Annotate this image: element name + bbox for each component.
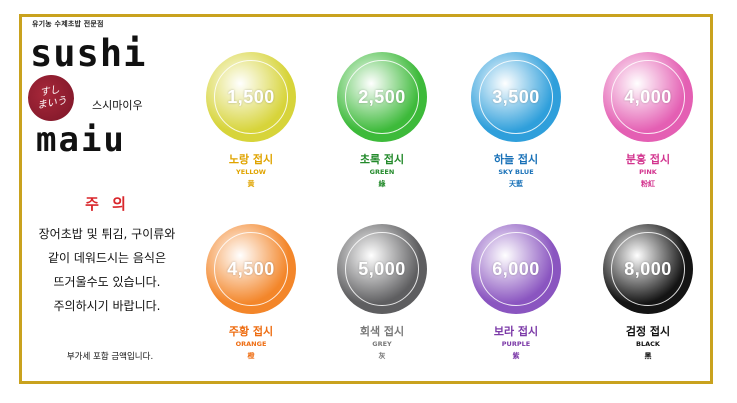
plate-label-cn: 天藍 [509,180,523,188]
caution-line: 같이 데워드시는 음식은 [47,251,167,265]
logo-maiu: maiu [36,120,126,160]
caution-title: 주 의 [85,195,130,213]
plate-label-ko: 분홍 접시 [625,153,671,166]
plate-label-ko: 초록 접시 [359,153,405,166]
caution-line: 뜨거울수도 있습니다. [53,275,161,289]
plate-label-en: PINK [639,168,657,176]
plate-label-en: ORANGE [235,340,267,348]
caution-line: 주의하시기 바랍니다. [53,299,161,313]
plate-ring: 3,500 [479,60,553,134]
plate-price: 2,500 [358,86,406,107]
plate-price: 1,500 [227,86,275,107]
plate-label-en: BLACK [636,340,660,348]
plate-label-cn: 綠 [378,180,386,188]
plate-label-en: GREY [372,340,392,348]
menu-frame [19,14,713,384]
plate-label-ko: 주황 접시 [228,325,274,338]
plate-price: 6,000 [492,258,540,279]
plate-circle-purple: 6,000 [471,224,561,314]
plate-circle-yellow: 1,500 [206,52,296,142]
plate-label-ko: 검정 접시 [625,325,671,338]
brand-tagline: 유기농 수제초밥 전문점 [32,20,104,28]
plate-label-en: PURPLE [501,340,531,348]
plate-circle-pink: 4,000 [603,52,693,142]
caution-body: 장어초밥 및 튀김, 구이류와 같이 데워드시는 음식은 뜨거울수도 있습니다.… [22,222,192,318]
logo-kana: 스시마이우 [92,99,143,112]
plate-ring: 1,500 [214,60,288,134]
plate-label-cn: 粉紅 [641,180,655,188]
caution-line: 장어초밥 및 튀김, 구이류와 [38,227,176,241]
plate-circle-grey: 5,000 [337,224,427,314]
plate-label-cn: 灰 [378,352,386,360]
plate-label-ko: 회색 접시 [359,325,405,338]
logo-sushi: sushi [30,32,147,75]
plate-price: 5,000 [358,258,406,279]
plate-label-ko: 보라 접시 [493,325,539,338]
plate-circle-sky-blue: 3,500 [471,52,561,142]
plate-label-en: SKY BLUE [498,168,534,176]
plate-label-cn: 橙 [247,352,255,360]
plate-ring: 8,000 [611,232,685,306]
plate-circle-green: 2,500 [337,52,427,142]
plate-label-en: GREEN [369,168,395,176]
plate-price: 8,000 [624,258,672,279]
plate-label-en: YELLOW [236,168,266,176]
plate-label-cn: 黄 [247,180,255,188]
plate-price: 3,500 [492,86,540,107]
plate-label-ko: 하늘 접시 [493,153,539,166]
plate-label-cn: 紫 [512,352,520,360]
plate-ring: 4,500 [214,232,288,306]
plate-circle-orange: 4,500 [206,224,296,314]
plate-ring: 6,000 [479,232,553,306]
plate-label-cn: 黑 [644,352,652,360]
plate-label-ko: 노랑 접시 [228,153,274,166]
plate-price: 4,000 [624,86,672,107]
plate-circle-black: 8,000 [603,224,693,314]
plate-ring: 2,500 [345,60,419,134]
vat-note: 부가세 포함 금액입니다. [66,352,154,362]
plate-price: 4,500 [227,258,275,279]
plate-ring: 5,000 [345,232,419,306]
plate-ring: 4,000 [611,60,685,134]
